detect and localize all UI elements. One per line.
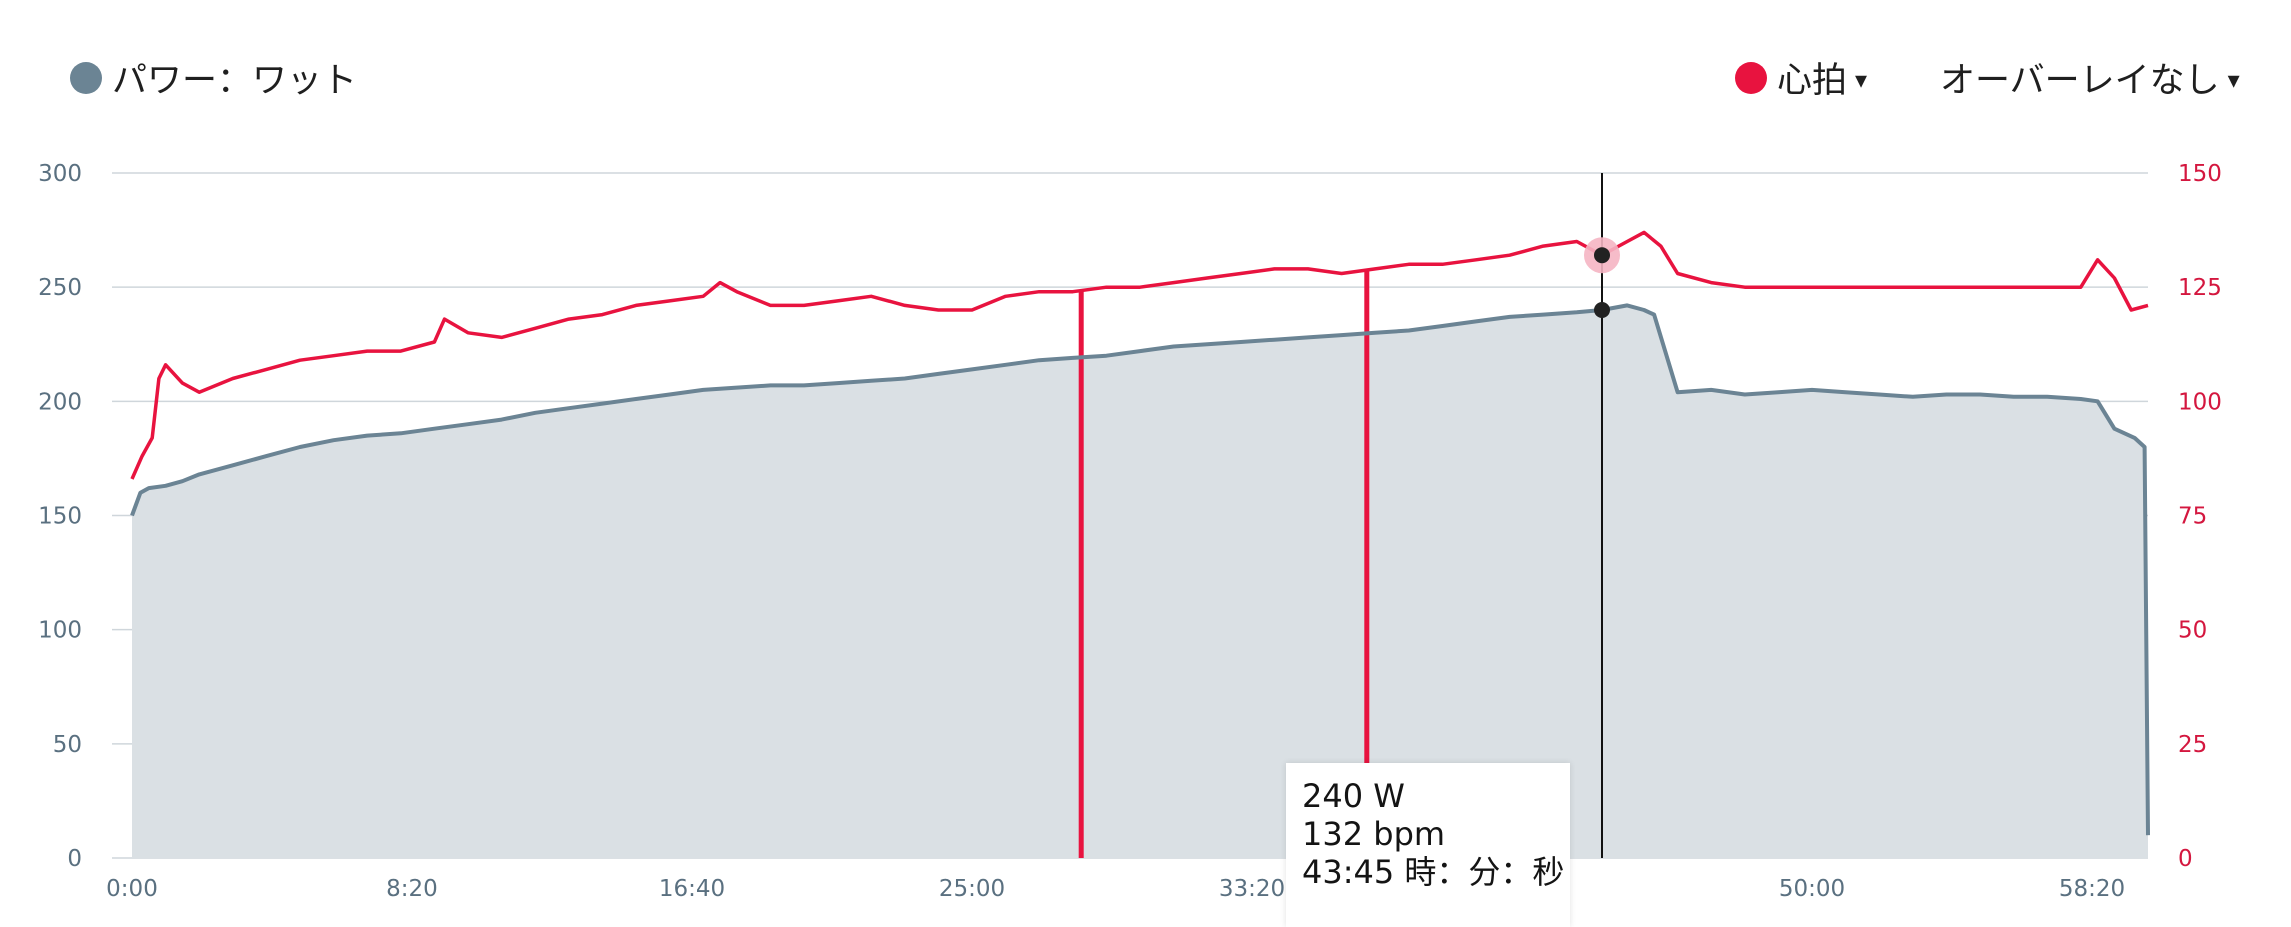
x-tick-label: 8:20 [386, 876, 438, 902]
y-left-tick-label: 150 [38, 504, 82, 530]
x-tick-label: 33:20 [1219, 876, 1285, 902]
hover-cursor [1584, 173, 1620, 858]
tooltip-power: 240 W [1302, 777, 1405, 815]
heart-rate-series-line [130, 230, 2149, 480]
y-right-tick-label: 150 [2178, 161, 2222, 187]
heart-rate-drops [1078, 270, 1370, 858]
series-lines [130, 230, 2150, 836]
power-series-line [130, 303, 2150, 836]
y-left-tick-label: 250 [38, 275, 82, 301]
y-left-tick-label: 300 [38, 161, 82, 187]
x-tick-label: 25:00 [939, 876, 1005, 902]
legend-power: パワー：ワット [70, 52, 357, 103]
tooltip-heart-rate: 132 bpm [1302, 815, 1446, 853]
chevron-down-icon: ▾ [1855, 65, 1868, 94]
heart-rate-legend-dot [1735, 61, 1767, 94]
power-area-fill [132, 305, 2148, 858]
y-right-tick-label: 100 [2178, 389, 2222, 415]
y-right-tick-label: 125 [2178, 275, 2222, 301]
tooltip-time: 43:45 時：分：秒 [1302, 853, 1565, 891]
overlay-selector[interactable]: オーバーレイなし ▾ [1940, 52, 2240, 103]
y-right-tick-label: 25 [2178, 732, 2207, 758]
cursor-heart-rate-point [1594, 247, 1610, 264]
cursor-power-point [1594, 302, 1610, 318]
power-legend-dot [70, 61, 102, 94]
chevron-down-icon: ▾ [2227, 65, 2240, 94]
hover-tooltip: 240 W 132 bpm 43:45 時：分：秒 [1286, 763, 1570, 927]
x-tick-label: 58:20 [2059, 876, 2125, 902]
y-left-tick-label: 100 [38, 618, 82, 644]
x-tick-label: 16:40 [659, 876, 725, 902]
y-left-tick-label: 0 [67, 846, 82, 872]
overlay-label: オーバーレイなし [1940, 61, 2220, 101]
x-tick-label: 0:00 [106, 876, 158, 902]
y-left-tick-label: 50 [53, 732, 82, 758]
x-tick-label: 50:00 [1779, 876, 1845, 902]
y-right-tick-label: 75 [2178, 504, 2207, 530]
y-left-tick-label: 200 [38, 389, 82, 415]
heart-rate-legend-label: 心拍 [1777, 61, 1848, 101]
y-right-tick-label: 50 [2178, 618, 2207, 644]
y-right-tick-label: 0 [2178, 846, 2193, 872]
power-legend-label: パワー：ワット [112, 61, 358, 101]
heart-rate-selector[interactable]: 心拍 ▾ [1735, 52, 1867, 103]
power-area [132, 305, 2148, 858]
